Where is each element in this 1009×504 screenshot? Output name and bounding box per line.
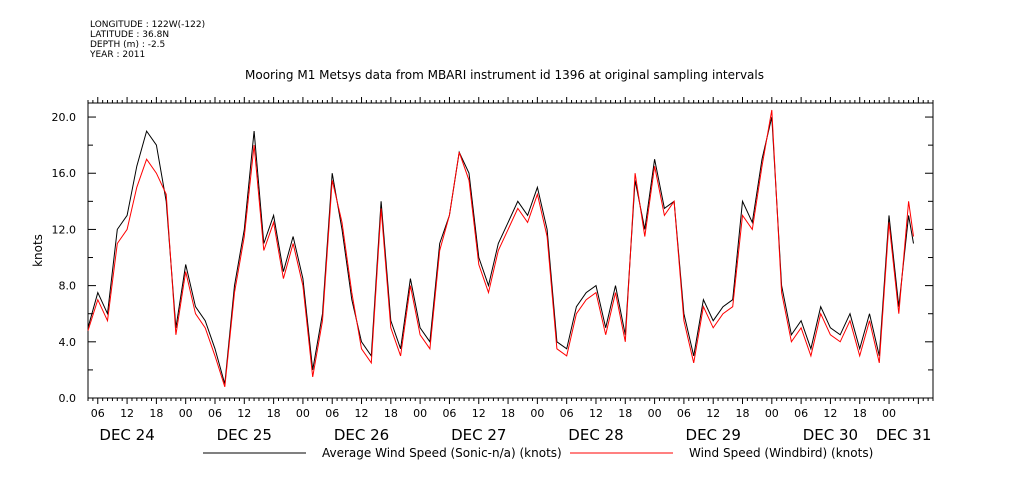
x-tick-label: 18 bbox=[384, 407, 398, 420]
x-tick-label: 06 bbox=[91, 407, 105, 420]
y-axis-label: knots bbox=[31, 234, 45, 267]
day-label: DEC 26 bbox=[334, 426, 389, 444]
plot-frame bbox=[87, 102, 934, 399]
x-tick-label: 18 bbox=[618, 407, 632, 420]
day-label: DEC 28 bbox=[568, 426, 623, 444]
x-tick-label: 18 bbox=[736, 407, 750, 420]
x-tick-label: 12 bbox=[706, 407, 720, 420]
latitude-text: LATITUDE : 36.8N bbox=[90, 30, 170, 40]
x-tick-label: 00 bbox=[296, 407, 310, 420]
legend-text-avg: Average Wind Speed (Sonic-n/a) (knots) bbox=[322, 446, 562, 460]
day-label: DEC 27 bbox=[451, 426, 506, 444]
day-label: DEC 29 bbox=[686, 426, 741, 444]
day-label: DEC 25 bbox=[217, 426, 272, 444]
x-tick-label: 12 bbox=[589, 407, 603, 420]
x-tick-label: 00 bbox=[765, 407, 779, 420]
y-tick-label: 16.0 bbox=[52, 167, 77, 180]
x-tick-label: 06 bbox=[442, 407, 456, 420]
legend-text-windbird: Wind Speed (Windbird) (knots) bbox=[689, 446, 874, 460]
x-tick-label: 18 bbox=[149, 407, 163, 420]
y-tick-label: 20.0 bbox=[52, 111, 77, 124]
x-tick-label: 06 bbox=[325, 407, 339, 420]
chart-title: Mooring M1 Metsys data from MBARI instru… bbox=[245, 68, 764, 82]
day-label: DEC 31 bbox=[876, 426, 931, 444]
x-tick-label: 12 bbox=[823, 407, 837, 420]
longitude-text: LONGITUDE : 122W(-122) bbox=[90, 20, 206, 30]
year-text: YEAR : 2011 bbox=[90, 50, 146, 60]
x-tick-label: 00 bbox=[413, 407, 427, 420]
x-tick-label: 00 bbox=[179, 407, 193, 420]
station-metadata: LONGITUDE : 122W(-122) LATITUDE : 36.8N … bbox=[90, 20, 205, 60]
x-tick-label: 18 bbox=[267, 407, 281, 420]
depth-text: DEPTH (m) : -2.5 bbox=[90, 40, 166, 50]
x-tick-label: 12 bbox=[355, 407, 369, 420]
x-tick-label: 18 bbox=[501, 407, 515, 420]
x-tick-label: 12 bbox=[237, 407, 251, 420]
series-line-avg-wind-speed bbox=[87, 116, 914, 385]
x-tick-label: 12 bbox=[472, 407, 486, 420]
x-tick-label: 18 bbox=[853, 407, 867, 420]
x-tick-label: 06 bbox=[677, 407, 691, 420]
y-tick-label: 0.0 bbox=[59, 392, 77, 405]
y-tick-label: 12.0 bbox=[52, 223, 77, 236]
day-label: DEC 24 bbox=[99, 426, 154, 444]
x-tick-label: 06 bbox=[794, 407, 808, 420]
legend-label-windbird: Wind Speed (Windbird) (knots) bbox=[689, 446, 873, 460]
y-tick-label: 8.0 bbox=[59, 280, 77, 293]
series-line-windbird bbox=[87, 109, 914, 387]
x-tick-label: 06 bbox=[560, 407, 574, 420]
day-label: DEC 30 bbox=[803, 426, 858, 444]
x-tick-label: 00 bbox=[648, 407, 662, 420]
x-tick-label: 06 bbox=[208, 407, 222, 420]
x-tick-label: 12 bbox=[120, 407, 134, 420]
y-tick-label: 4.0 bbox=[59, 336, 77, 349]
x-tick-label: 00 bbox=[882, 407, 896, 420]
legend-label-avg: Average Wind Speed (Sonic-n/a) (knots) bbox=[322, 446, 562, 460]
x-tick-label: 00 bbox=[530, 407, 544, 420]
